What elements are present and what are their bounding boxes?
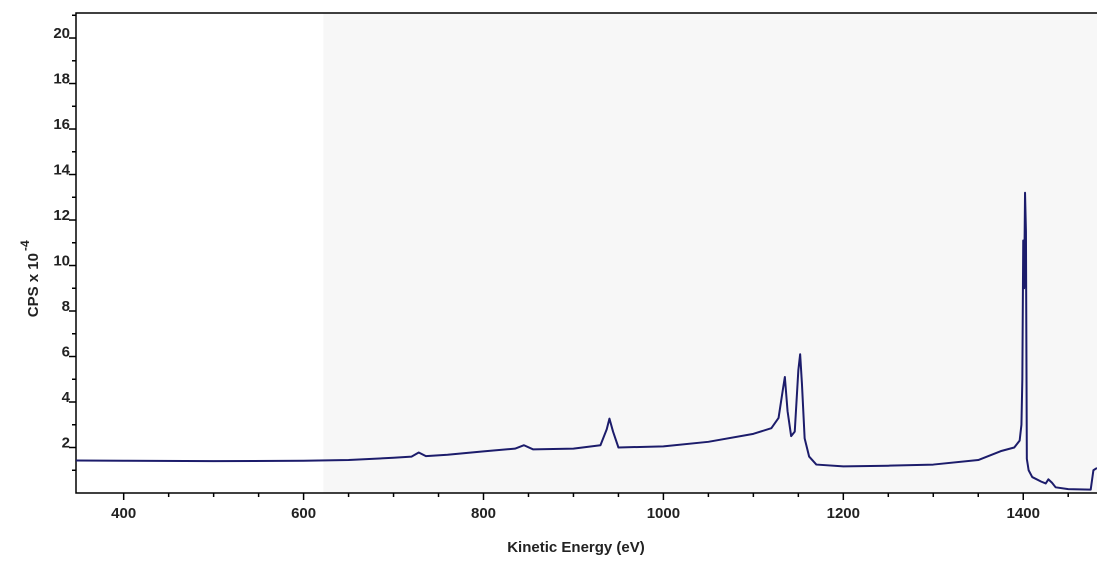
y-tick-label: 4 [62, 389, 71, 406]
y-tick-label: 14 [53, 161, 70, 178]
x-axis-label: Kinetic Energy (eV) [507, 539, 645, 556]
y-tick-label: 10 [53, 252, 70, 269]
y-tick-label: 12 [53, 207, 70, 224]
shaded-region [323, 13, 1097, 493]
y-axis-exponent: -4 [18, 240, 32, 251]
y-axis-label-group: CPS x 10 -4 [18, 240, 42, 317]
series-line [75, 191, 1097, 491]
y-tick-label: 2 [62, 434, 70, 451]
x-tick-label: 1200 [827, 505, 860, 522]
x-tick-label: 1400 [1007, 505, 1040, 522]
y-tick-label: 20 [53, 25, 70, 42]
x-tick-label: 1000 [647, 505, 680, 522]
y-tick-label: 16 [53, 116, 70, 133]
x-tick-label: 400 [111, 505, 136, 522]
axes-frame [75, 12, 1097, 494]
x-tick-label: 600 [291, 505, 316, 522]
y-axis-label: CPS x 10 [25, 253, 42, 317]
x-tick-label: 800 [471, 505, 496, 522]
y-tick-label: 8 [62, 298, 70, 315]
y-tick-label: 6 [62, 343, 70, 360]
y-tick-label: 18 [53, 70, 70, 87]
